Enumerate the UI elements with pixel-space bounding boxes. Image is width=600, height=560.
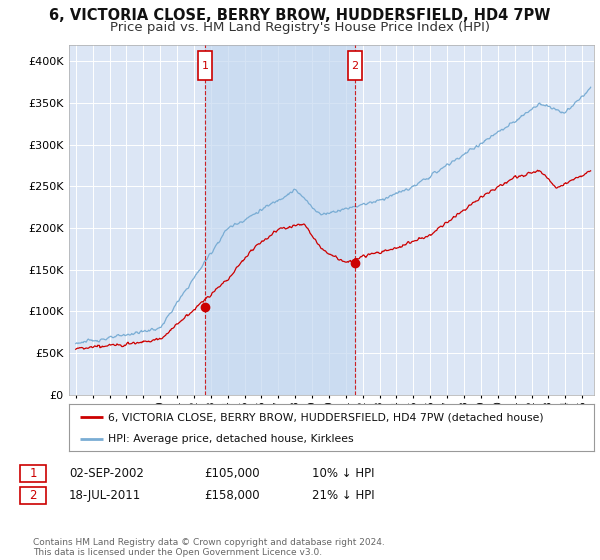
- Text: 2: 2: [352, 60, 359, 71]
- Text: 10% ↓ HPI: 10% ↓ HPI: [312, 466, 374, 480]
- Text: £105,000: £105,000: [204, 466, 260, 480]
- FancyBboxPatch shape: [348, 52, 362, 80]
- Text: 18-JUL-2011: 18-JUL-2011: [69, 489, 141, 502]
- Text: Price paid vs. HM Land Registry's House Price Index (HPI): Price paid vs. HM Land Registry's House …: [110, 21, 490, 34]
- Text: 1: 1: [29, 466, 37, 480]
- Text: HPI: Average price, detached house, Kirklees: HPI: Average price, detached house, Kirk…: [109, 434, 354, 444]
- Text: 2: 2: [29, 489, 37, 502]
- Text: 6, VICTORIA CLOSE, BERRY BROW, HUDDERSFIELD, HD4 7PW (detached house): 6, VICTORIA CLOSE, BERRY BROW, HUDDERSFI…: [109, 412, 544, 422]
- FancyBboxPatch shape: [199, 52, 212, 80]
- Text: Contains HM Land Registry data © Crown copyright and database right 2024.
This d: Contains HM Land Registry data © Crown c…: [33, 538, 385, 557]
- Text: 02-SEP-2002: 02-SEP-2002: [69, 466, 144, 480]
- Text: 6, VICTORIA CLOSE, BERRY BROW, HUDDERSFIELD, HD4 7PW: 6, VICTORIA CLOSE, BERRY BROW, HUDDERSFI…: [49, 8, 551, 24]
- Text: 21% ↓ HPI: 21% ↓ HPI: [312, 489, 374, 502]
- Bar: [205, 45, 355, 395]
- Text: 1: 1: [202, 60, 209, 71]
- Text: £158,000: £158,000: [204, 489, 260, 502]
